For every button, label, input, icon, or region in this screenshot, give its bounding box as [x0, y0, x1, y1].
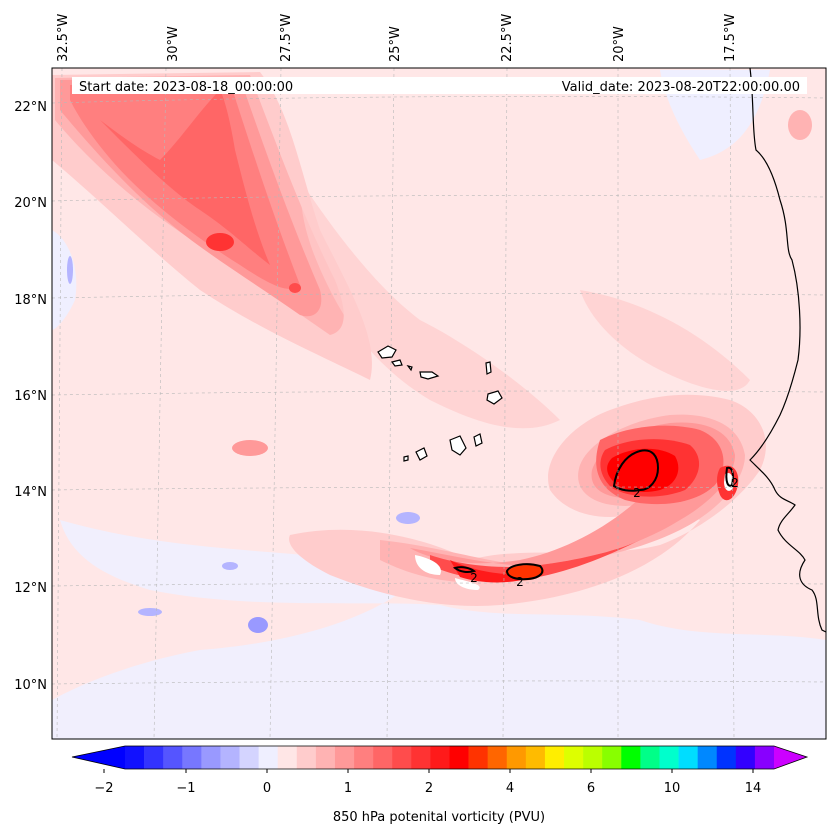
colorbar-cell	[411, 746, 431, 769]
lat-label: 12°N	[14, 581, 47, 596]
lat-label: 20°N	[14, 196, 47, 211]
colorbar-tick-label: 14	[745, 781, 762, 796]
island	[473, 433, 483, 447]
colorbar-cell	[487, 746, 508, 769]
island	[485, 361, 492, 375]
colorbar-tick-labels: −2 −1 0 1 2 4 6 10 14	[94, 781, 761, 796]
colorbar-cell	[182, 746, 202, 769]
colorbar-title: 850 hPa potenital vorticity (PVU)	[333, 810, 545, 825]
pv-band-northwest	[52, 72, 372, 380]
colorbar-underflow	[72, 746, 125, 769]
lon-label: 22.5°W	[500, 14, 515, 62]
colorbar-cell	[144, 746, 164, 769]
colorbar-cell	[583, 746, 603, 769]
header-box	[72, 77, 807, 94]
lon-label: 30°W	[166, 26, 181, 62]
colorbar-cells	[125, 746, 775, 769]
lon-label: 17.5°W	[723, 14, 738, 62]
island	[449, 435, 467, 456]
colorbar-tick-label: 0	[263, 781, 271, 796]
colorbar-cell	[697, 746, 718, 769]
colorbar-cell	[392, 746, 412, 769]
contour-labels: 2 2 2 2	[470, 476, 739, 589]
colorbar-cell	[525, 746, 546, 769]
colorbar-cell	[621, 746, 641, 769]
pv-contour-lines	[452, 449, 734, 581]
island	[486, 390, 503, 405]
colorbar-cell	[602, 746, 622, 769]
island	[377, 345, 397, 359]
valid-date-label: Valid_date: 2023-08-20T22:00:00.00	[562, 80, 800, 95]
colorbar: −2 −1 0 1 2 4 6 10 14 850 hPa potenital …	[71, 745, 809, 825]
map-frame	[51, 67, 827, 740]
colorbar-cell	[258, 746, 279, 769]
lon-label: 20°W	[612, 26, 627, 62]
colorbar-cell	[430, 746, 450, 769]
colorbar-tick-label: 6	[587, 781, 595, 796]
contour-label: 2	[516, 575, 524, 589]
colorbar-overflow	[774, 746, 807, 769]
colorbar-cell	[506, 746, 527, 769]
colorbar-cell	[354, 746, 374, 769]
coastlines	[749, 68, 826, 633]
colorbar-tick-label: 1	[344, 781, 352, 796]
colorbar-tick-label: 2	[425, 781, 433, 796]
colorbar-tick-label: 4	[506, 781, 514, 796]
pv-scatter	[232, 110, 812, 456]
colorbar-cell	[659, 746, 679, 769]
colorbar-cell	[277, 746, 298, 769]
start-date-label: Start date: 2023-08-18_00:00:00	[79, 80, 293, 95]
lon-label: 32.5°W	[56, 14, 71, 62]
island	[419, 371, 440, 380]
colorbar-tick-label: 10	[664, 781, 681, 796]
colorbar-outline	[71, 745, 809, 770]
island	[403, 455, 409, 462]
lat-label: 16°N	[14, 389, 47, 404]
colorbar-cell	[544, 746, 565, 769]
map-panel: 2 2 2 2	[52, 68, 826, 739]
colorbar-cell	[754, 746, 775, 769]
colorbar-cell	[334, 746, 355, 769]
colorbar-cell	[678, 746, 698, 769]
island	[415, 447, 428, 461]
lon-label: 27.5°W	[279, 14, 294, 62]
colorbar-cell	[449, 746, 469, 769]
colorbar-tick-label: −1	[176, 781, 195, 796]
colorbar-ticks	[103, 769, 754, 773]
colorbar-cell	[468, 746, 488, 769]
lat-label: 22°N	[14, 100, 47, 115]
colorbar-cell	[564, 746, 584, 769]
colorbar-cell	[239, 746, 259, 769]
lon-label: 25°W	[388, 26, 403, 62]
latitude-labels: 22°N 20°N 18°N 16°N 14°N 12°N 10°N	[14, 100, 47, 693]
longitude-labels: 32.5°W 30°W 27.5°W 25°W 22.5°W 20°W 17.5…	[56, 14, 738, 62]
colorbar-cell	[716, 746, 737, 769]
pv-band-south	[289, 394, 766, 606]
lat-label: 14°N	[14, 485, 47, 500]
cape-verde-islands	[377, 345, 503, 462]
colorbar-cell	[125, 746, 145, 769]
contour-label: 2	[470, 571, 478, 585]
colorbar-cell	[201, 746, 221, 769]
contour-label: 2	[633, 486, 641, 500]
island	[390, 359, 403, 367]
colorbar-tick-label: −2	[94, 781, 113, 796]
lat-label: 10°N	[14, 678, 47, 693]
contour-label: 2	[731, 476, 739, 490]
island	[406, 365, 413, 372]
colorbar-cell	[373, 746, 393, 769]
colorbar-cell	[163, 746, 183, 769]
colorbar-cell	[735, 746, 756, 769]
colorbar-cell	[640, 746, 660, 769]
lat-label: 18°N	[14, 293, 47, 308]
colorbar-cell	[296, 746, 317, 769]
colorbar-cell	[315, 746, 336, 769]
colorbar-cell	[220, 746, 240, 769]
gridlines	[52, 68, 826, 739]
